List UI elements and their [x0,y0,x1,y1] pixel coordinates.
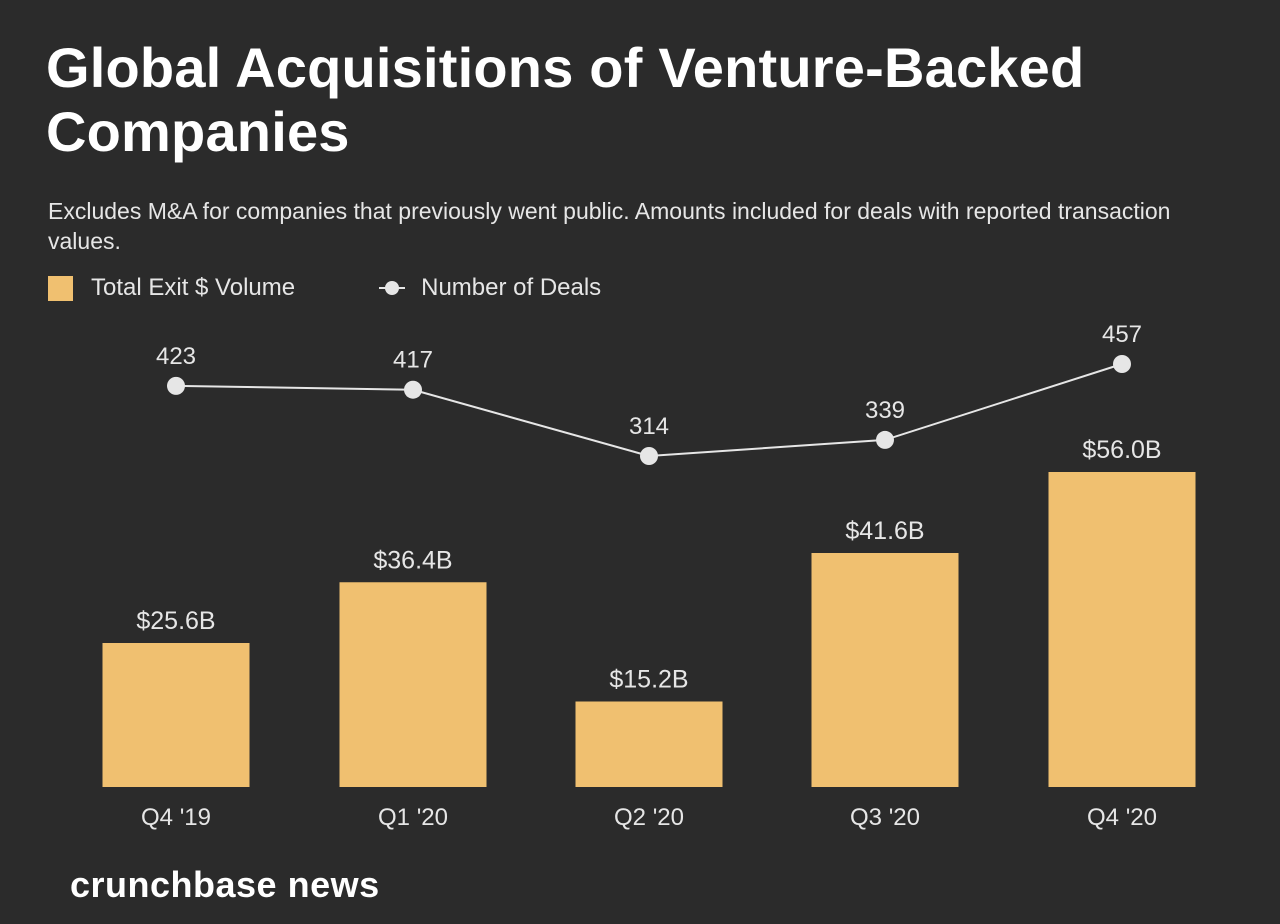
deals-point-4 [1113,355,1131,373]
bar-4 [1048,472,1196,787]
deals-value-label-0: 423 [156,343,196,370]
bar-value-label-0: $25.6B [136,607,215,635]
legend: Total Exit $ Volume Number of Deals [48,272,601,304]
deals-value-label-3: 339 [865,397,905,424]
legend-label-volume: Total Exit $ Volume [91,274,296,301]
deals-value-label-1: 417 [393,347,433,374]
legend-item-deals: Number of Deals [379,274,601,302]
bar-0 [102,643,250,787]
deals-value-label-2: 314 [629,413,669,440]
chart-title: Global Acquisitions of Venture-Backed Co… [46,36,1085,163]
legend-swatch-volume [48,275,73,301]
bar-value-label-1: $36.4B [373,546,452,574]
x-tick-label-1: Q1 '20 [378,804,448,831]
bar-3 [811,553,959,787]
x-tick-label-4: Q4 '20 [1087,804,1157,831]
legend-label-deals: Number of Deals [421,274,602,301]
deals-point-2 [640,447,658,465]
bar-2 [575,701,723,787]
crunchbase-news-logo: crunchbase news [70,864,380,905]
legend-item-volume: Total Exit $ Volume [48,274,295,302]
x-tick-label-3: Q3 '20 [850,804,920,831]
deals-point-0 [167,376,185,395]
x-tick-label-0: Q4 '19 [141,804,211,831]
bar-value-label-3: $41.6B [845,517,924,545]
bar-value-label-2: $15.2B [609,666,688,694]
bar-1 [339,582,487,787]
legend-marker-deals [379,278,406,298]
deals-point-1 [404,380,422,399]
chart-subtitle: Excludes M&A for companies that previous… [48,198,1171,254]
deals-value-label-4: 457 [1102,321,1142,348]
deals-point-3 [876,430,894,449]
bar-value-label-4: $56.0B [1082,436,1161,464]
x-tick-label-2: Q2 '20 [614,804,684,831]
deals-line [175,363,1123,458]
